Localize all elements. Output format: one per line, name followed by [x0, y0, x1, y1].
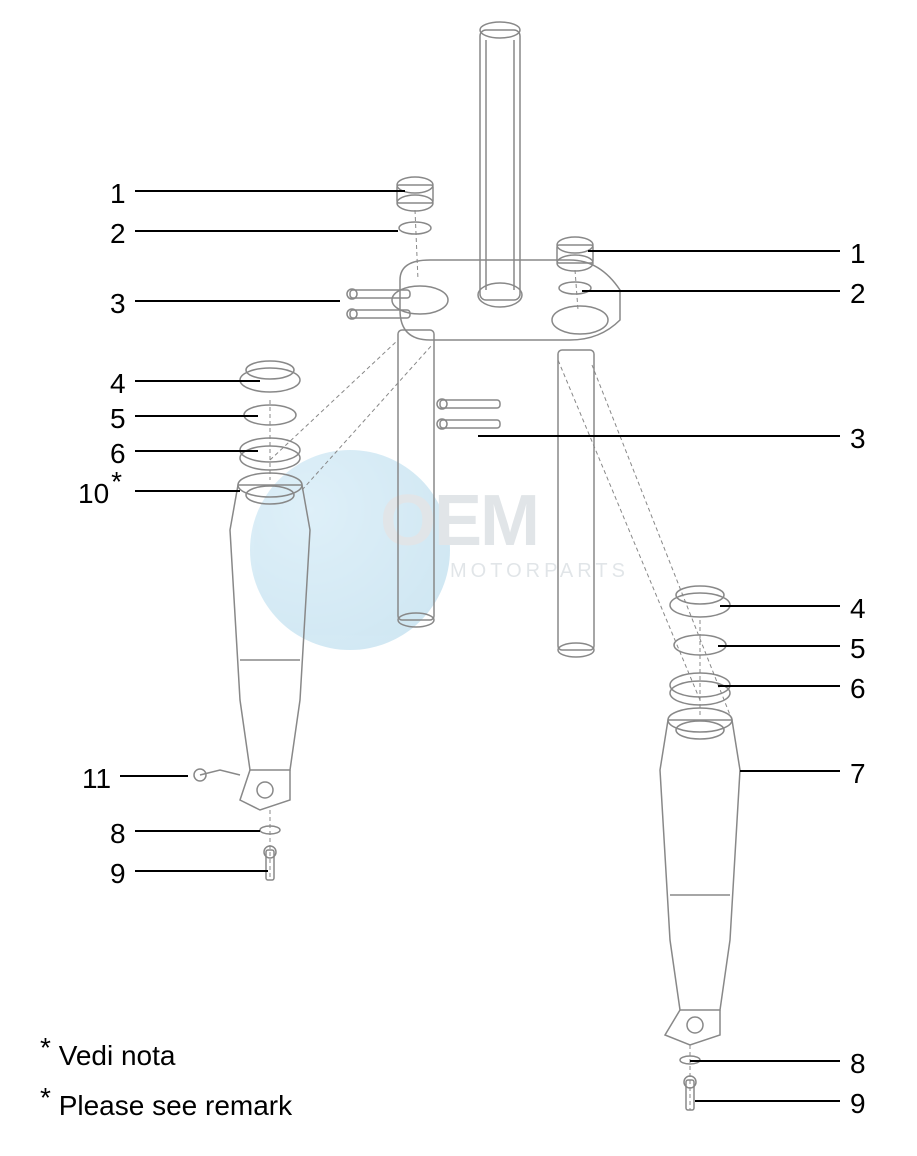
callout-line [135, 380, 260, 382]
callout-2-right: 2 [850, 278, 866, 310]
callout-6-right: 6 [850, 673, 866, 705]
callout-line [478, 435, 840, 437]
callout-1-right: 1 [850, 238, 866, 270]
callout-4-right: 4 [850, 593, 866, 625]
callout-3-left: 3 [110, 288, 126, 320]
callout-8-left: 8 [110, 818, 126, 850]
callout-11-left: 11 [82, 763, 111, 795]
fork-schematic [0, 0, 917, 1156]
callout-line [695, 1100, 840, 1102]
callout-2-left: 2 [110, 218, 126, 250]
callout-line [740, 770, 840, 772]
callout-line [120, 775, 188, 777]
callout-line [135, 230, 398, 232]
callout-4-left: 4 [110, 368, 126, 400]
callout-7-right: 7 [850, 758, 866, 790]
callout-9-right: 9 [850, 1088, 866, 1120]
callout-line [720, 605, 840, 607]
callout-line [135, 415, 258, 417]
callout-line [135, 450, 258, 452]
callout-1-left: 1 [110, 178, 126, 210]
footnote-vedi-nota: * Vedi nota [40, 1040, 175, 1072]
callout-line [135, 190, 405, 192]
diagram-container: OEM MOTORPARTS [0, 0, 917, 1156]
callout-line [690, 1060, 840, 1062]
callout-line [135, 300, 340, 302]
callout-line [588, 250, 840, 252]
callout-5-right: 5 [850, 633, 866, 665]
callout-9-left: 9 [110, 858, 126, 890]
callout-line [718, 645, 840, 647]
callout-10-left: 10* [78, 478, 120, 510]
callout-line [135, 490, 240, 492]
callout-5-left: 5 [110, 403, 126, 435]
callout-line [582, 290, 840, 292]
callout-3-right: 3 [850, 423, 866, 455]
callout-8-right: 8 [850, 1048, 866, 1080]
callout-line [135, 870, 268, 872]
callout-line [135, 830, 260, 832]
callout-line [718, 685, 840, 687]
footnote-please-see-remark: * Please see remark [40, 1090, 292, 1122]
